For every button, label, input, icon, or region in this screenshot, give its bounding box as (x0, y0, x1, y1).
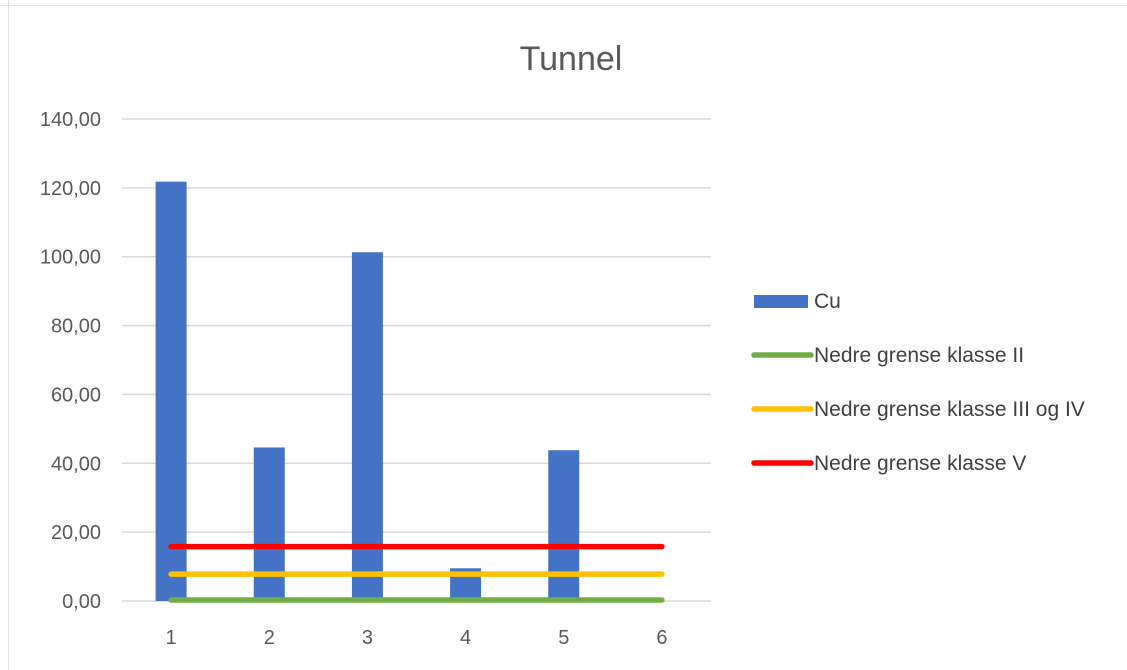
legend-label: Cu (814, 290, 841, 313)
x-tick-label: 5 (558, 627, 569, 649)
x-tick-label: 6 (656, 627, 667, 649)
x-tick-label: 3 (362, 627, 373, 649)
y-tick-label: 60,00 (51, 384, 101, 406)
legend-label: Nedre grense klasse II (814, 344, 1024, 367)
y-tick-label: 100,00 (40, 247, 101, 269)
y-tick-label: 20,00 (51, 522, 101, 544)
chart-title: Tunnel (520, 40, 623, 78)
chart-area[interactable]: Tunnel 0,00 20,00 40,00 60,00 80,00 100,00 120… (10, 10, 1127, 670)
x-axis-ticks: 1 2 3 4 5 6 (166, 627, 668, 649)
x-tick-label: 2 (264, 627, 275, 649)
bar-cu[interactable] (548, 450, 580, 601)
y-tick-label: 40,00 (51, 453, 101, 475)
line-series (168, 543, 665, 603)
x-tick-label: 1 (166, 627, 177, 649)
chart-svg: Tunnel 0,0020,0040,0060,0080,00100,00120… (40, 40, 1085, 649)
bar-series (155, 181, 580, 601)
y-axis-ticks: 0,00 20,00 40,00 60,00 80,00 100,00 120,00 140,… (40, 109, 101, 613)
y-tick-label: 140,00 (40, 109, 101, 131)
x-tick-label: 4 (460, 627, 471, 649)
y-tick-label: 120,00 (40, 178, 101, 200)
gridlines (122, 118, 711, 602)
legend: Cu Nedre grense klasse II Nedre grense kla… (751, 290, 1085, 475)
y-tick-label: 80,00 (51, 316, 101, 338)
bar-cu[interactable] (253, 447, 285, 601)
legend-label: Nedre grense klasse III og IV (814, 398, 1085, 421)
y-tick-label: 0,00 (62, 591, 101, 613)
legend-label: Nedre grense klasse V (814, 452, 1026, 475)
bar-cu[interactable] (351, 252, 383, 601)
legend-swatch (754, 295, 808, 308)
bar-cu[interactable] (155, 181, 187, 601)
